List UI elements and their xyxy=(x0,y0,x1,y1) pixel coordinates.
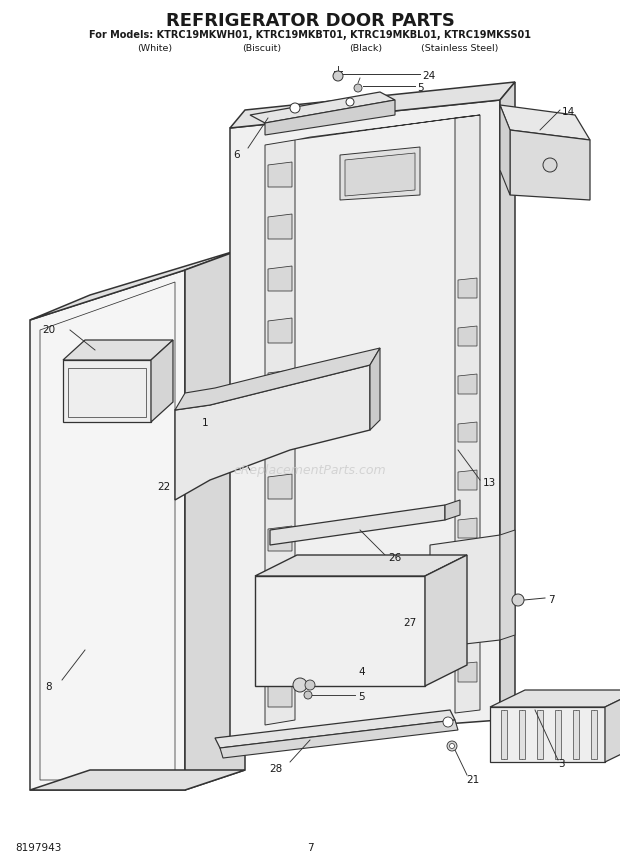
Polygon shape xyxy=(591,710,597,759)
Polygon shape xyxy=(268,630,292,655)
Polygon shape xyxy=(455,115,480,713)
Polygon shape xyxy=(268,162,292,187)
Polygon shape xyxy=(268,682,292,707)
Polygon shape xyxy=(268,578,292,603)
Text: 13: 13 xyxy=(483,478,496,488)
Text: (Stainless Steel): (Stainless Steel) xyxy=(422,44,498,53)
Polygon shape xyxy=(268,266,292,291)
Polygon shape xyxy=(63,360,151,422)
Polygon shape xyxy=(458,518,477,538)
Polygon shape xyxy=(268,422,292,447)
Polygon shape xyxy=(175,365,370,500)
Polygon shape xyxy=(430,535,500,648)
Polygon shape xyxy=(458,422,477,442)
Polygon shape xyxy=(345,153,415,196)
Text: 8197943: 8197943 xyxy=(15,843,61,853)
Polygon shape xyxy=(458,326,477,346)
Circle shape xyxy=(354,84,362,92)
Text: 6: 6 xyxy=(233,150,240,160)
Polygon shape xyxy=(175,348,380,410)
Text: 24: 24 xyxy=(422,71,435,81)
Text: 26: 26 xyxy=(388,553,401,563)
Polygon shape xyxy=(458,566,477,586)
Polygon shape xyxy=(458,614,477,634)
Polygon shape xyxy=(340,147,420,200)
Circle shape xyxy=(543,158,557,172)
Text: 5: 5 xyxy=(358,692,365,702)
Polygon shape xyxy=(270,505,445,545)
Polygon shape xyxy=(30,248,245,320)
Circle shape xyxy=(346,98,354,106)
Text: (Black): (Black) xyxy=(350,44,383,53)
Polygon shape xyxy=(268,318,292,343)
Polygon shape xyxy=(215,710,455,748)
Text: 22: 22 xyxy=(157,482,170,492)
Text: 5: 5 xyxy=(417,83,423,93)
Polygon shape xyxy=(265,140,295,725)
Circle shape xyxy=(290,103,300,113)
Text: 3: 3 xyxy=(558,759,565,769)
Text: (Biscuit): (Biscuit) xyxy=(242,44,281,53)
Polygon shape xyxy=(605,690,620,762)
Polygon shape xyxy=(220,720,458,758)
Text: 7: 7 xyxy=(307,843,313,853)
Polygon shape xyxy=(268,526,292,551)
Polygon shape xyxy=(425,555,467,686)
Polygon shape xyxy=(501,710,507,759)
Polygon shape xyxy=(30,770,245,790)
Polygon shape xyxy=(490,690,620,707)
Circle shape xyxy=(304,691,312,699)
Polygon shape xyxy=(265,100,395,135)
Polygon shape xyxy=(255,576,425,686)
Circle shape xyxy=(447,741,457,751)
Polygon shape xyxy=(500,105,510,195)
Circle shape xyxy=(450,744,454,748)
Circle shape xyxy=(443,717,453,727)
Circle shape xyxy=(293,678,307,692)
Polygon shape xyxy=(458,278,477,298)
Text: 28: 28 xyxy=(268,764,282,774)
Polygon shape xyxy=(63,340,173,360)
Polygon shape xyxy=(510,130,590,200)
Circle shape xyxy=(333,71,343,81)
Text: 14: 14 xyxy=(562,107,575,117)
Polygon shape xyxy=(537,710,543,759)
Text: 21: 21 xyxy=(466,775,479,785)
Text: For Models: KTRC19MKWH01, KTRC19MKBT01, KTRC19MKBL01, KTRC19MKSS01: For Models: KTRC19MKWH01, KTRC19MKBT01, … xyxy=(89,30,531,40)
Polygon shape xyxy=(555,710,561,759)
Circle shape xyxy=(305,680,315,690)
Polygon shape xyxy=(268,214,292,239)
Polygon shape xyxy=(500,530,515,640)
Circle shape xyxy=(512,594,524,606)
Polygon shape xyxy=(500,105,590,140)
Text: 1: 1 xyxy=(202,418,208,428)
Polygon shape xyxy=(185,248,245,790)
Polygon shape xyxy=(268,474,292,499)
Polygon shape xyxy=(458,662,477,682)
Polygon shape xyxy=(255,555,467,576)
Polygon shape xyxy=(519,710,525,759)
Polygon shape xyxy=(230,82,515,128)
Polygon shape xyxy=(268,370,292,395)
Polygon shape xyxy=(295,115,480,140)
Polygon shape xyxy=(370,348,380,430)
Polygon shape xyxy=(445,500,460,520)
Text: REFRIGERATOR DOOR PARTS: REFRIGERATOR DOOR PARTS xyxy=(166,12,454,30)
Text: eReplacementParts.com: eReplacementParts.com xyxy=(234,463,386,477)
Text: 27: 27 xyxy=(403,618,416,628)
Polygon shape xyxy=(458,374,477,394)
Polygon shape xyxy=(573,710,579,759)
Text: 20: 20 xyxy=(42,325,55,335)
Text: 7: 7 xyxy=(548,595,555,605)
Text: 4: 4 xyxy=(358,667,365,677)
Polygon shape xyxy=(458,470,477,490)
Polygon shape xyxy=(151,340,173,422)
Polygon shape xyxy=(500,82,515,720)
Text: (White): (White) xyxy=(138,44,172,53)
Text: 8: 8 xyxy=(45,682,52,692)
Polygon shape xyxy=(30,270,185,790)
Polygon shape xyxy=(230,100,500,740)
Polygon shape xyxy=(250,92,395,123)
Polygon shape xyxy=(490,707,605,762)
